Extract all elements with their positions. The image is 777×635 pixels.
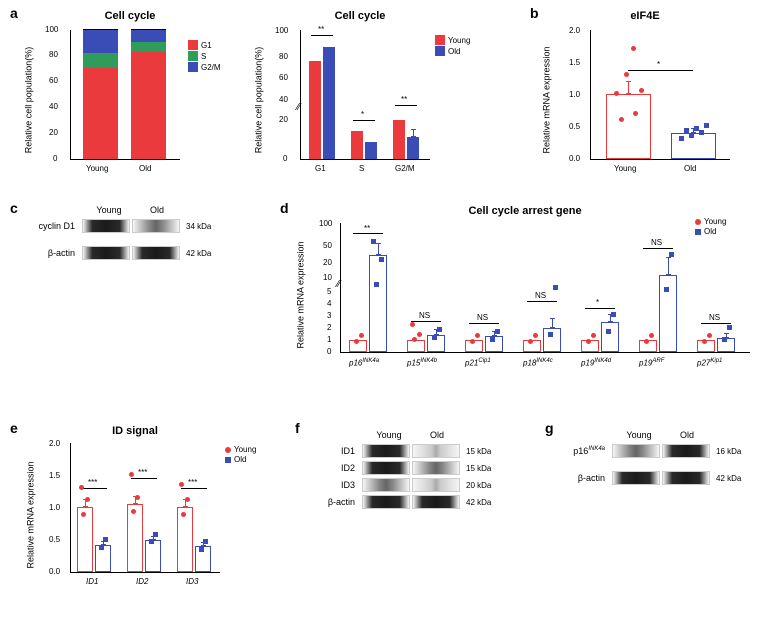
blot-p16: p16INK4a 16 kDa	[560, 444, 770, 458]
blot-actin-g: β-actin 42 kDa	[560, 471, 770, 485]
label-b: b	[530, 5, 539, 21]
blot-cyclinD1: cyclin D1 34 kDa	[30, 219, 240, 233]
ylabel-b: Relative mRNA expression	[542, 46, 552, 153]
panel-a-grouped: Cell cycle Relative cell population(%) 0…	[260, 10, 480, 175]
legend-e: Young Old	[225, 445, 256, 465]
legend-a1: G1 S G2/M	[188, 40, 221, 73]
panel-a-stacked: Cell cycle Relative cell population(%) 0…	[30, 10, 240, 175]
chart-a2: 0 20 40 60 80 100 ⁄⁄ ** * ** G1 S G2/M	[300, 30, 430, 160]
title-a1: Cell cycle	[80, 10, 180, 22]
ylabel-a1: Relative cell population(%)	[23, 47, 33, 154]
chart-b: 0.0 0.5 1.0 1.5 2.0 * Young Old	[590, 30, 730, 160]
chart-e: 0.0 0.5 1.0 1.5 2.0 *** *** *** ID1 ID2	[70, 443, 220, 573]
title-b: eIF4E	[605, 10, 685, 22]
panel-b: eIF4E Relative mRNA expression 0.0 0.5 1…	[545, 10, 755, 175]
ylabel-d: Relative mRNA expression	[296, 241, 306, 348]
blot-ID2: ID2 15 kDa	[310, 461, 520, 475]
panel-c: Young Old cyclin D1 34 kDa β-actin 42 kD…	[30, 205, 240, 263]
ylabel-e: Relative mRNA expression	[26, 461, 36, 568]
title-e: ID signal	[95, 425, 175, 437]
panel-d: Cell cycle arrest gene Relative mRNA exp…	[295, 205, 765, 380]
title-d: Cell cycle arrest gene	[445, 205, 605, 217]
blot-actin-f: β-actin 42 kDa	[310, 495, 520, 509]
blot-actin-c: β-actin 42 kDa	[30, 246, 240, 260]
panel-f: Young Old ID1 15 kDa ID2 15 kDa ID3 20 k…	[310, 430, 520, 512]
label-g: g	[545, 420, 554, 436]
label-e: e	[10, 420, 18, 436]
blot-ID3: ID3 20 kDa	[310, 478, 520, 492]
label-d: d	[280, 200, 289, 216]
label-c: c	[10, 200, 18, 216]
label-a: a	[10, 5, 18, 21]
title-a2: Cell cycle	[310, 10, 410, 22]
panel-e: ID signal Relative mRNA expression Young…	[25, 425, 275, 600]
label-f: f	[295, 420, 300, 436]
chart-a1: 0 20 40 60 80 100 Young Old	[70, 30, 180, 160]
blot-ID1: ID1 15 kDa	[310, 444, 520, 458]
legend-a2: Young Old	[435, 35, 470, 57]
panel-g: Young Old p16INK4a 16 kDa β-actin 42 kDa	[560, 430, 770, 488]
ylabel-a2: Relative cell population(%)	[253, 47, 263, 154]
chart-d: 0 1 2 3 4 5 10 20 50 100 ⁄⁄ ** NS NS NS	[340, 223, 750, 353]
